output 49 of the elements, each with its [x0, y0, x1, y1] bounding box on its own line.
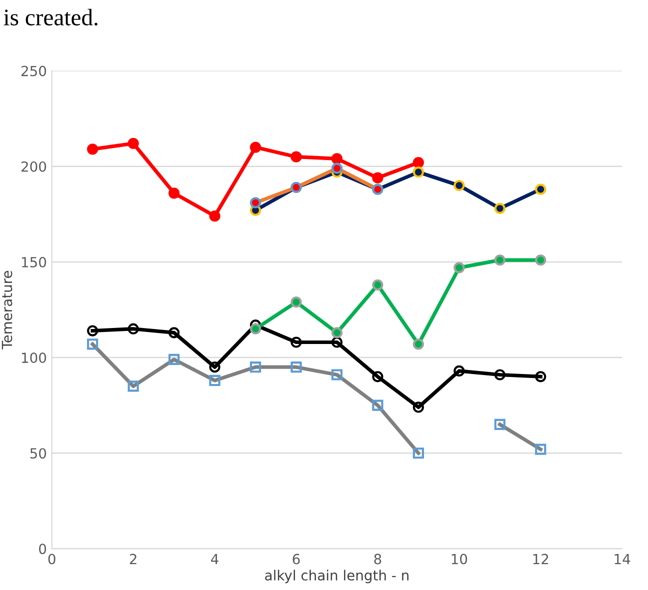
- y-axis-title: Temerature: [2, 270, 12, 350]
- point: [454, 180, 465, 192]
- point: [412, 402, 424, 413]
- point: [412, 157, 424, 168]
- point: [372, 371, 384, 382]
- x-tick-label: 2: [130, 554, 136, 564]
- point: [290, 151, 302, 162]
- x-tick-label: 8: [374, 554, 382, 564]
- x-tick-label: 6: [292, 554, 300, 564]
- y-tick-label: 200: [21, 161, 46, 172]
- y-tick-label: 250: [21, 66, 46, 76]
- y-tick-label: 50: [30, 448, 46, 459]
- point: [494, 254, 506, 266]
- y-tick-label: 0: [39, 544, 46, 554]
- y-tick-label: 150: [22, 256, 46, 268]
- x-tick-label: 14: [614, 554, 630, 564]
- x-axis-title: alkyl chain length - n: [265, 570, 408, 584]
- point: [87, 325, 98, 336]
- point: [494, 369, 506, 380]
- point: [454, 365, 465, 376]
- y-tick-label: 100: [22, 352, 46, 364]
- x-tick-label: 4: [211, 554, 218, 564]
- x-tick-label: 0: [48, 554, 56, 564]
- point: [209, 210, 220, 222]
- point: [128, 138, 139, 149]
- point: [331, 336, 343, 348]
- x-tick-label: 12: [533, 554, 548, 564]
- point: [331, 327, 343, 338]
- point: [412, 166, 424, 178]
- point: [535, 371, 546, 382]
- point: [454, 262, 465, 274]
- point: [494, 202, 506, 214]
- point: [372, 279, 384, 290]
- point: [168, 327, 180, 338]
- point: [412, 338, 424, 350]
- x-tick-label: 10: [452, 554, 468, 564]
- point: [331, 153, 343, 164]
- point: [250, 142, 262, 153]
- point: [290, 336, 302, 348]
- point: [290, 296, 302, 308]
- point: [535, 254, 546, 266]
- point: [535, 184, 546, 195]
- point: [250, 323, 262, 334]
- point: [87, 144, 98, 155]
- point: [209, 362, 220, 373]
- text: is created.: [4, 8, 98, 26]
- point: [168, 188, 180, 199]
- point: [372, 172, 384, 184]
- point: [128, 323, 139, 334]
